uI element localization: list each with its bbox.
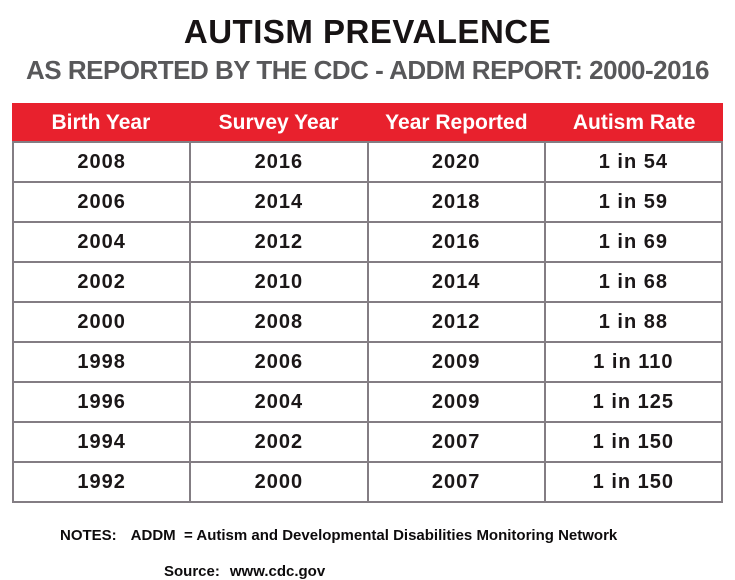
- source-value: www.cdc.gov: [229, 563, 326, 580]
- table-cell-r7c3: 1 in 150: [545, 423, 721, 461]
- table-cell-r3c1: 2010: [191, 263, 367, 301]
- table-cell-r8c2: 2007: [368, 463, 544, 501]
- column-header-survey-year: Survey Year: [218, 110, 339, 134]
- notes-section: NOTES: ADDM = Autism and Developmental D…: [60, 527, 617, 580]
- notes-addm-definition: ADDM = Autism and Developmental Disabili…: [130, 527, 618, 544]
- notes-label: NOTES:: [60, 527, 117, 544]
- table-cell-r2c1: 2012: [191, 223, 367, 261]
- table-cell-r4c2: 2012: [368, 303, 544, 341]
- column-header-autism-rate: Autism Rate: [572, 110, 696, 134]
- table-cell-r2c3: 1 in 69: [545, 223, 721, 261]
- table-cell-r2c0: 2004: [14, 223, 190, 261]
- notes-lines: ADDM = Autism and Developmental Disabili…: [131, 527, 618, 580]
- table-cell-r4c3: 1 in 88: [545, 303, 721, 341]
- table-cell-r1c0: 2006: [14, 183, 190, 221]
- table-cell-r8c0: 1992: [14, 463, 190, 501]
- table-cell-r5c3: 1 in 110: [545, 343, 721, 381]
- table-cell-r0c3: 1 in 54: [545, 143, 721, 181]
- source-label: Source:: [164, 563, 220, 580]
- table-cell-r3c0: 2002: [14, 263, 190, 301]
- table-cell-r3c2: 2014: [368, 263, 544, 301]
- page-subtitle: AS REPORTED BY THE CDC - ADDM REPORT: 20…: [26, 55, 709, 85]
- table-cell-r1c1: 2014: [191, 183, 367, 221]
- table-cell-r2c2: 2016: [368, 223, 544, 261]
- table-cell-r8c3: 1 in 150: [545, 463, 721, 501]
- table-cell-r6c2: 2009: [368, 383, 544, 421]
- prevalence-table: Birth Year Survey Year Year Reported Aut…: [12, 103, 723, 503]
- table-cell-r1c2: 2018: [368, 183, 544, 221]
- table-cell-r1c3: 1 in 59: [545, 183, 721, 221]
- table-cell-r5c0: 1998: [14, 343, 190, 381]
- table-cell-r0c2: 2020: [368, 143, 544, 181]
- table-cell-r0c1: 2016: [191, 143, 367, 181]
- table-header-row: Birth Year Survey Year Year Reported Aut…: [12, 103, 723, 141]
- column-header-birth-year: Birth Year: [51, 110, 151, 134]
- table-cell-r4c0: 2000: [14, 303, 190, 341]
- page-title: AUTISM PREVALENCE: [183, 13, 552, 50]
- notes-source-line: Source: www.cdc.gov: [131, 545, 618, 580]
- table-cell-r4c1: 2008: [191, 303, 367, 341]
- table-cell-r7c2: 2007: [368, 423, 544, 461]
- table-cell-r5c1: 2006: [191, 343, 367, 381]
- table-cell-r0c0: 2008: [14, 143, 190, 181]
- table-cell-r6c0: 1996: [14, 383, 190, 421]
- table-cell-r6c1: 2004: [191, 383, 367, 421]
- table-cell-r3c3: 1 in 68: [545, 263, 721, 301]
- table-body: 2008 2016 2020 1 in 54 2006 2014 2018 1 in 59 20…: [12, 141, 723, 503]
- table-cell-r7c1: 2002: [191, 423, 367, 461]
- table-cell-r8c1: 2000: [191, 463, 367, 501]
- table-cell-r7c0: 1994: [14, 423, 190, 461]
- column-header-year-reported: Year Reported: [385, 110, 528, 134]
- table-cell-r5c2: 2009: [368, 343, 544, 381]
- table-cell-r6c3: 1 in 125: [545, 383, 721, 421]
